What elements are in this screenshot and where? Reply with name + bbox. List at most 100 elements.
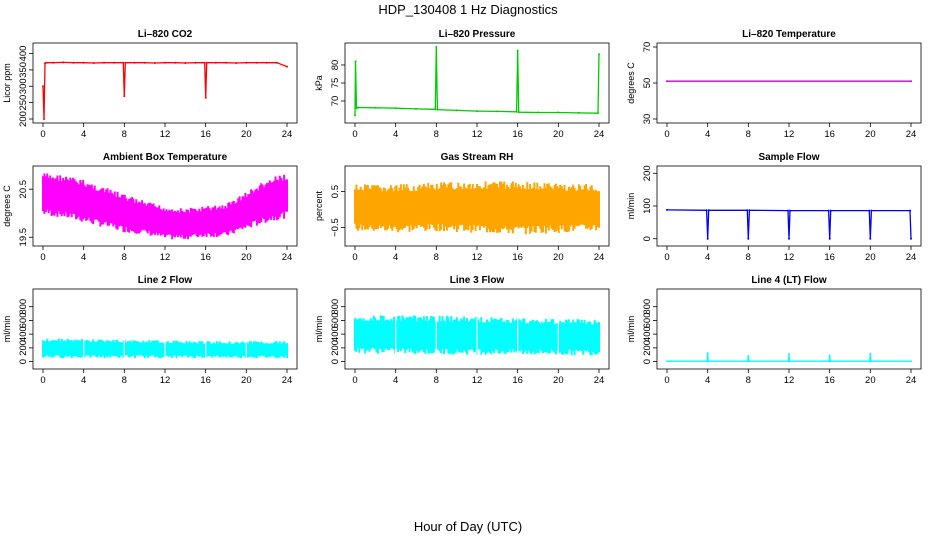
panel-4: Gas Stream RH percent 0 4 8 12 16 20 24 −0.5 0.5 [314, 152, 610, 263]
y-tick-label: 300 [18, 78, 29, 94]
panel-7: Line 3 Flow ml/min 0 4 8 12 16 20 24 0 20040060080… [314, 275, 610, 386]
x-tick-label: 24 [282, 375, 293, 386]
x-tick-label: 12 [160, 129, 171, 140]
figure-title: HDP_130408 1 Hz Diagnostics [378, 2, 558, 17]
y-tick-label: 100 [642, 198, 653, 214]
panel-6: Line 2 Flow ml/min 0 4 8 12 16 20 24 0 20040060080… [2, 275, 298, 386]
data-point [174, 61, 177, 64]
x-tick-label: 8 [122, 375, 127, 386]
x-tick-label: 16 [824, 252, 835, 263]
data-point [354, 114, 356, 117]
data-point [707, 360, 710, 363]
y-tick-label: 0 [330, 359, 341, 364]
x-tick-label: 8 [122, 252, 127, 263]
data-point [92, 62, 95, 64]
data-point [788, 237, 790, 240]
x-tick-label: 8 [746, 129, 751, 140]
data-point [910, 80, 912, 83]
data-point [598, 53, 600, 56]
y-tick-label: 350 [18, 62, 29, 78]
data-point [909, 209, 911, 212]
data-point [666, 208, 668, 211]
x-tick-label: 8 [122, 129, 127, 140]
x-tick-label: 12 [784, 375, 795, 386]
data-point [788, 360, 791, 363]
x-tick-label: 20 [241, 375, 252, 386]
y-tick-label: 200 [330, 340, 341, 356]
data-point [436, 108, 439, 111]
data-point [245, 61, 248, 64]
panel-title: Sample Flow [758, 152, 819, 163]
y-tick-label: −0.5 [330, 218, 341, 237]
data-point [910, 237, 912, 240]
data-point [706, 352, 709, 355]
data-point [748, 209, 751, 212]
data-point [275, 61, 278, 64]
x-tick-label: 16 [512, 252, 523, 263]
panel-title: Li–820 CO2 [138, 29, 193, 40]
data-point [496, 110, 499, 113]
y-tick-label: 250 [18, 95, 29, 111]
x-tick-label: 12 [160, 375, 171, 386]
panel-title: Li–820 Pressure [439, 29, 516, 40]
x-tick-label: 20 [553, 252, 564, 263]
data-point [557, 111, 560, 114]
x-tick-label: 0 [664, 129, 669, 140]
plot-frame [32, 42, 298, 124]
data-point [746, 209, 749, 212]
y-tick-label: 0.5 [330, 185, 341, 198]
data-point [354, 60, 357, 63]
data-point [747, 355, 750, 358]
y-tick-label: 0 [642, 236, 653, 241]
data-point [415, 107, 417, 110]
panel-title: Line 4 (LT) Flow [751, 275, 827, 286]
x-tick-label: 8 [434, 375, 439, 386]
x-tick-label: 16 [512, 129, 523, 140]
data-point [45, 61, 47, 64]
x-tick-label: 12 [784, 129, 795, 140]
x-tick-label: 12 [160, 252, 171, 263]
data-point [286, 65, 288, 68]
x-tick-label: 0 [352, 252, 357, 263]
x-tick-label: 16 [512, 375, 523, 386]
y-tick-label: 50 [642, 78, 653, 89]
x-tick-label: 4 [393, 129, 398, 140]
figure-xlabel: Hour of Day (UTC) [413, 519, 523, 534]
data-point [184, 62, 187, 64]
y-axis-label: ml/min [314, 316, 324, 343]
x-tick-label: 20 [865, 252, 876, 263]
x-tick-label: 12 [472, 375, 483, 386]
x-tick-label: 24 [282, 252, 293, 263]
y-tick-label: 30 [642, 114, 653, 125]
y-axis-label: percent [314, 190, 324, 221]
x-tick-label: 4 [393, 375, 398, 386]
y-axis-label: degrees C [626, 62, 636, 104]
x-tick-label: 4 [393, 252, 398, 263]
y-tick-label: 75 [330, 78, 341, 89]
data-point [829, 360, 832, 363]
y-tick-label: 19.5 [18, 228, 29, 247]
y-tick-label: 200 [18, 340, 29, 356]
data-point [597, 112, 599, 115]
data-point [476, 110, 478, 113]
data-point [870, 209, 873, 212]
y-tick-label: 400 [18, 326, 29, 342]
x-tick-label: 20 [553, 375, 564, 386]
y-axis-label: ml/min [626, 316, 636, 343]
data-point [828, 354, 831, 357]
y-tick-label: 0 [18, 359, 29, 364]
y-tick-label: 80 [330, 60, 341, 71]
y-tick-label: 800 [18, 299, 29, 315]
data-point [829, 209, 832, 212]
y-tick-label: 400 [18, 46, 29, 62]
x-tick-label: 0 [40, 375, 45, 386]
data-point [515, 110, 518, 113]
data-point [706, 237, 709, 240]
y-axis-label: ml/min [2, 316, 12, 343]
data-point [868, 209, 871, 212]
data-point [869, 237, 872, 240]
panel-1: Li–820 Pressure kPa 0 4 8 12 16 20 24 70 75 80 [314, 29, 610, 140]
x-tick-label: 12 [472, 129, 483, 140]
data-point [537, 111, 539, 114]
